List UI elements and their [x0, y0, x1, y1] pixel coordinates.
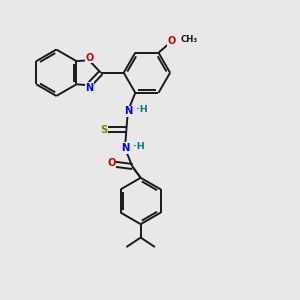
Text: N: N [85, 83, 94, 93]
Text: ·H: ·H [136, 105, 147, 114]
Text: N: N [121, 143, 129, 153]
Text: O: O [107, 158, 116, 168]
Text: CH₃: CH₃ [181, 35, 198, 44]
Text: ·H: ·H [133, 142, 144, 151]
Text: O: O [167, 36, 176, 46]
Text: O: O [85, 53, 94, 63]
Text: N: N [124, 106, 132, 116]
Text: S: S [100, 125, 108, 135]
